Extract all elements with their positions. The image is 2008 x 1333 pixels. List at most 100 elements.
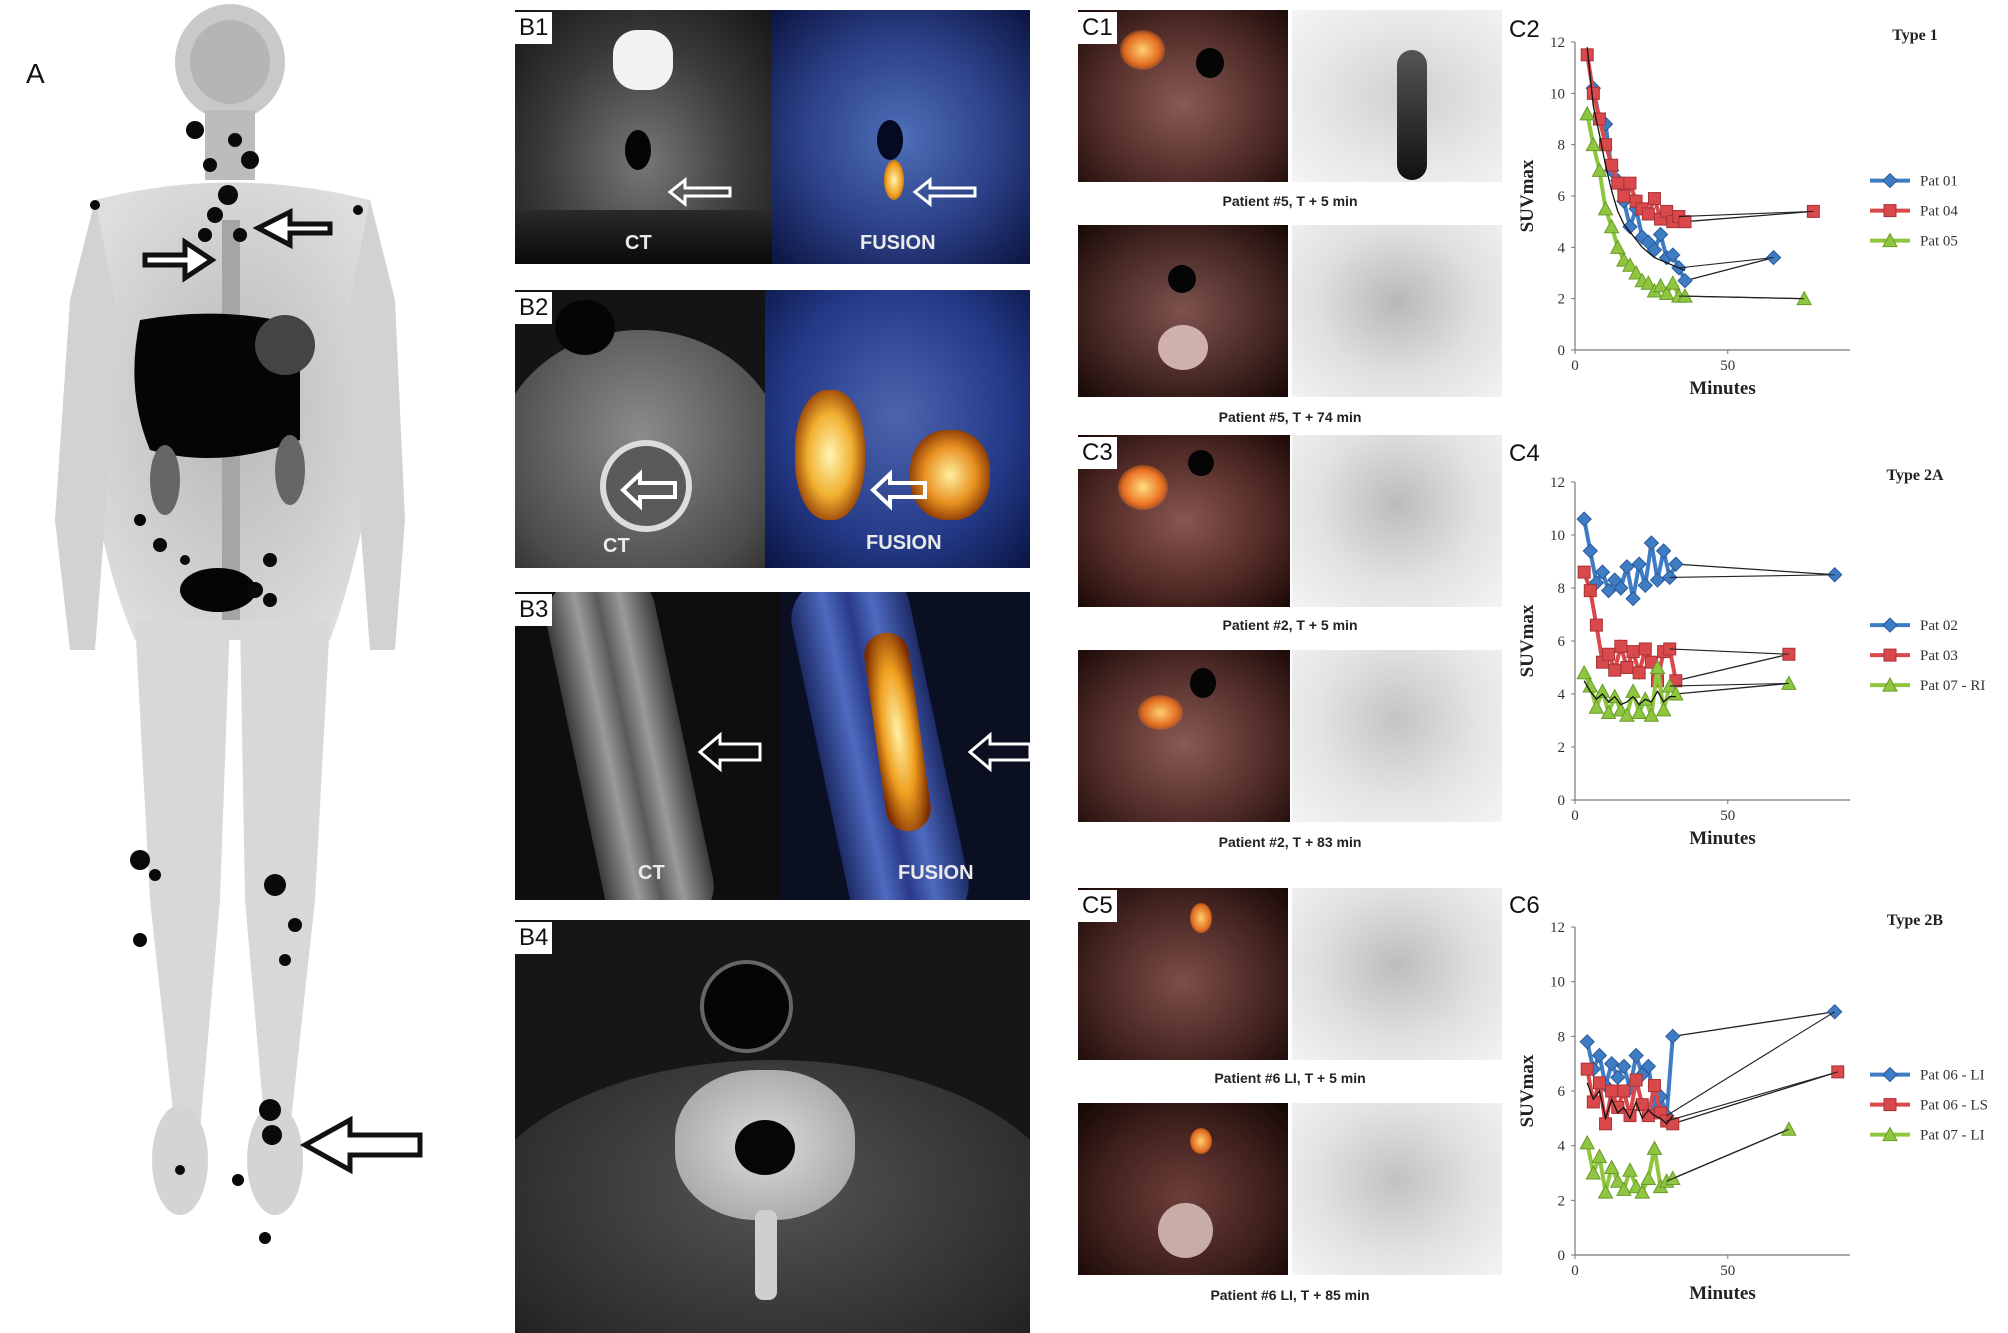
c2-series-2-point <box>1677 288 1693 303</box>
c3-top-airway <box>1188 450 1214 476</box>
c5-bottom-hotspot <box>1190 1128 1212 1154</box>
c4-series-1-point <box>1626 645 1640 659</box>
c6-series-2-point <box>1622 1162 1638 1177</box>
c5-top-caption: Patient #6 LI, T + 5 min <box>1214 1070 1366 1086</box>
c6-series-1-point <box>1629 1073 1643 1087</box>
b2-fusion-hotspot-right <box>910 430 990 520</box>
c3-top-hotspot <box>1118 465 1168 510</box>
c2-series-2-point <box>1597 200 1614 216</box>
c4-series-1-point <box>1583 584 1597 598</box>
c2-xlabel: Minutes <box>1689 378 1756 399</box>
chart-c4-type2a: 0 2 4 6 8 10 12 0 50 Minutes SUVmax Type 2A Pat 02 Pa… <box>1517 467 1985 849</box>
c6-series-2-point <box>1781 1121 1797 1136</box>
c6-series-1-point <box>1586 1095 1600 1109</box>
c4-series-2-point <box>1588 699 1605 714</box>
c4-series-2-point <box>1631 704 1648 720</box>
c4-legend-0-label: Pat 02 <box>1920 618 1958 634</box>
c2-xtick-label: 0 <box>1571 358 1579 374</box>
c6-legend-1-marker <box>1883 1098 1897 1112</box>
b2-ct-image <box>515 290 765 568</box>
c6-series-1-late-connector <box>1672 1071 1838 1125</box>
c4-series-0-point <box>1582 543 1598 559</box>
c2-series-2-point <box>1603 218 1620 234</box>
c6-series-0-point <box>1640 1058 1657 1075</box>
c6-series-1-point <box>1647 1079 1661 1093</box>
c1-bottom-pet <box>1292 225 1502 397</box>
b1-ct-label: CT <box>625 232 652 254</box>
c4-series-0-point <box>1619 559 1635 575</box>
c4-ytick-label: 12 <box>1550 475 1565 491</box>
c4-series-1-baseline <box>1669 648 1789 655</box>
b1-ct-airway <box>625 130 651 170</box>
whole-body-scan <box>0 0 505 1333</box>
c6-series-0-point <box>1579 1034 1595 1050</box>
c3-bottom-pet <box>1292 650 1502 822</box>
c2-series-1-point <box>1605 158 1619 172</box>
panel-label-b4: B4 <box>515 922 553 954</box>
c2-series-2-point <box>1640 275 1657 290</box>
c2-series-2-point <box>1628 264 1644 280</box>
c2-series-2-point <box>1579 105 1596 121</box>
c2-series-2-point <box>1622 257 1638 272</box>
c1-bottom-caption: Patient #5, T + 74 min <box>1218 409 1362 425</box>
c2-series-0-point <box>1677 272 1693 289</box>
c4-series-2-point <box>1600 704 1617 720</box>
c4-series-0-line <box>1582 518 1678 599</box>
c1-bottom-fusion <box>1078 225 1288 397</box>
c4-series-1-point <box>1638 642 1652 656</box>
chart-c6-type2b: 0 2 4 6 8 10 12 0 50 Minutes SUVmax Type 2B Pat 06 -… <box>1517 912 1988 1304</box>
b1-ct-image <box>515 10 772 264</box>
b2-fusion-image <box>765 290 1030 568</box>
c2-ytick-label: 4 <box>1558 240 1566 256</box>
c1-bottom-vertebra <box>1158 325 1208 370</box>
c1-top-airway <box>1196 48 1224 78</box>
c4-series-0-point <box>1643 535 1660 551</box>
c2-legend-2-label: Pat 05 <box>1920 234 1958 250</box>
c4-ytick-label: 0 <box>1558 793 1566 809</box>
c1-top-pet-uptake <box>1397 50 1427 180</box>
c2-ytick-label: 6 <box>1558 189 1566 205</box>
c4-series-2-point <box>1655 701 1672 717</box>
panel-label-b3: B3 <box>515 594 553 626</box>
c4-legend-2-label: Pat 07 - RI <box>1920 678 1985 694</box>
c3-top-pet <box>1292 435 1502 607</box>
c4-legend-1-label: Pat 03 <box>1920 648 1958 664</box>
c2-series-0-point <box>1665 247 1681 263</box>
panel-label-c4: C4 <box>1505 438 1544 470</box>
c2-ytick-label: 2 <box>1558 292 1566 308</box>
b1-arrows <box>667 176 977 208</box>
c4-series-1-point <box>1577 565 1591 579</box>
c4-series-0-point <box>1649 572 1666 588</box>
c2-trend-line <box>1586 47 1686 272</box>
b3-fusion-label: FUSION <box>898 862 974 884</box>
c2-series-0-late-connector <box>1684 256 1774 282</box>
b2-fusion-hotspot-left <box>795 390 865 520</box>
b1-fusion-label: FUSION <box>860 232 936 254</box>
b4-ct-trachea <box>700 960 793 1053</box>
c6-ylabel: SUVmax <box>1517 1054 1538 1127</box>
panel-label-b2: B2 <box>515 292 553 324</box>
c4-series-0-baseline <box>1669 574 1835 578</box>
c4-series-1-point <box>1614 639 1628 653</box>
c2-legend-0-marker <box>1882 172 1898 189</box>
c4-ytick-label: 8 <box>1558 581 1566 597</box>
c2-series-1-point <box>1611 176 1625 190</box>
c6-xtick-label: 50 <box>1720 1263 1735 1279</box>
c2-legend-1-label: Pat 04 <box>1920 204 1958 220</box>
c4-xlabel: Minutes <box>1689 828 1756 849</box>
c4-series-2-late-connector <box>1675 682 1789 695</box>
c4-series-2-baseline <box>1669 682 1789 687</box>
c6-series-2-point <box>1664 1170 1681 1185</box>
b1-fusion-hotspot <box>884 160 904 200</box>
c4-series-1-point <box>1602 647 1616 661</box>
c4-series-0-point <box>1631 556 1647 572</box>
c4-series-0-point <box>1576 511 1592 527</box>
c1-top-hotspot <box>1120 30 1165 70</box>
b1-fusion-image <box>772 10 1030 264</box>
panel-label-c2: C2 <box>1505 14 1544 46</box>
c2-legend-2-marker <box>1882 232 1898 248</box>
c6-trend-line <box>1586 1082 1674 1125</box>
whole-body-scan-svg <box>55 4 423 1244</box>
b2-ct-lung <box>555 300 615 355</box>
c2-series-2-point <box>1585 136 1602 152</box>
